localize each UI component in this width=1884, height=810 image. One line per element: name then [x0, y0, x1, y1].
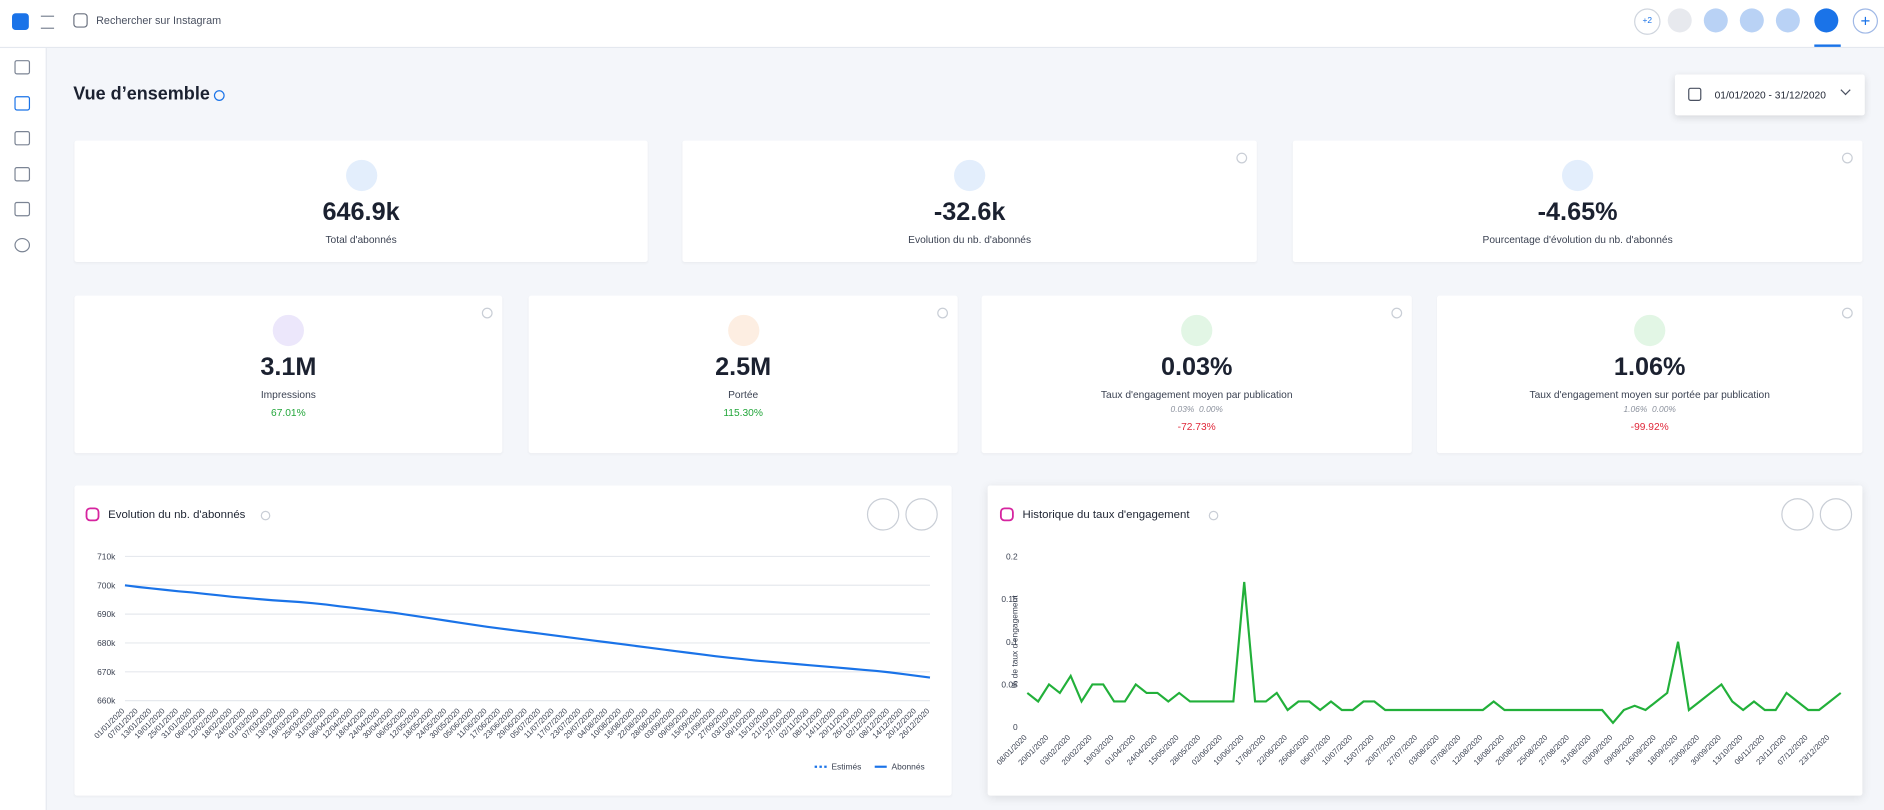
kpi-label: Portée: [728, 388, 759, 401]
search-input[interactable]: Rechercher sur Instagram: [96, 14, 222, 27]
kpi-sub-value: 0.00%: [1199, 406, 1223, 415]
kpi-icon: [345, 159, 377, 192]
nav-icon[interactable]: [14, 60, 31, 75]
kpi-sub-value: 1.06%: [1623, 406, 1648, 415]
kpi-value: 646.9k: [322, 198, 400, 226]
info-icon[interactable]: [213, 90, 225, 101]
download-button[interactable]: [1819, 498, 1853, 531]
legend-label: Abonnés: [892, 762, 925, 772]
y-tick-label: 690k: [97, 609, 116, 619]
chart-title: Historique du taux d'engagement: [1023, 509, 1191, 521]
kpi-icon: [1181, 314, 1213, 347]
menu-button[interactable]: [40, 15, 55, 29]
y-tick-label: 680k: [97, 638, 116, 648]
y-tick-label: 700k: [97, 580, 116, 590]
kpi-value: 3.1M: [260, 353, 317, 381]
y-tick-label: 0.05: [1001, 679, 1018, 689]
kpi-card: -4.65% Pourcentage d'évolution du nb. d'…: [1292, 140, 1863, 262]
add-account-button[interactable]: +: [1852, 8, 1878, 34]
kpi-card: 3.1M Impressions 67.01%: [74, 295, 503, 454]
download-button[interactable]: [905, 498, 938, 531]
kpi-label: Pourcentage d'évolution du nb. d'abonnés: [1482, 233, 1673, 246]
kpi-change: -99.92%: [1630, 420, 1669, 433]
table-view-button[interactable]: [866, 498, 900, 531]
help-icon[interactable]: [260, 510, 271, 521]
kpi-sub: 0.03% 0.00%: [982, 406, 1412, 414]
account-badge[interactable]: +2: [1634, 8, 1661, 35]
help-icon[interactable]: [1236, 152, 1248, 164]
kpi-value: 1.06%: [1613, 353, 1686, 381]
kpi-icon: [1561, 159, 1594, 192]
y-tick-label: 660k: [97, 696, 116, 706]
kpi-icon: [727, 314, 759, 347]
kpi-value: -32.6k: [933, 198, 1006, 226]
y-tick-label: 0.15: [1001, 594, 1018, 604]
legend-label: Estimés: [831, 762, 861, 772]
kpi-sub: 1.06% 0.00%: [1437, 406, 1862, 414]
instagram-icon: [85, 507, 100, 522]
date-range: 01/01/2020 - 31/12/2020: [1714, 88, 1826, 101]
kpi-value: 0.03%: [1160, 353, 1233, 381]
kpi-card: -32.6k Evolution du nb. d'abonnés: [682, 140, 1257, 262]
chart-card: [987, 485, 1863, 796]
data-line: [124, 584, 931, 679]
top-bar: Rechercher sur Instagram +2 +: [0, 0, 1884, 49]
active-indicator: [1814, 44, 1841, 47]
y-tick-label: 670k: [97, 667, 116, 677]
y-tick-label: 0: [1013, 722, 1018, 732]
kpi-label: Taux d'engagement moyen par publication: [1100, 388, 1293, 401]
logo[interactable]: [12, 13, 29, 31]
kpi-card: 0.03% Taux d'engagement moyen par public…: [981, 295, 1412, 454]
nav-icon[interactable]: [14, 130, 31, 146]
table-view-button[interactable]: [1781, 498, 1814, 531]
kpi-label: Evolution du nb. d'abonnés: [908, 233, 1032, 246]
kpi-sub-value: 0.00%: [1652, 406, 1676, 415]
instagram-icon: [73, 13, 88, 28]
kpi-icon: [272, 314, 304, 347]
nav-icon-active[interactable]: [14, 96, 31, 111]
y-axis-label: % de taux d'engagement: [1010, 595, 1020, 688]
y-tick-label: 0.2: [1006, 551, 1018, 561]
kpi-card: 646.9k Total d'abonnés: [74, 140, 648, 262]
help-icon[interactable]: [481, 307, 493, 319]
kpi-card: 1.06% Taux d'engagement moyen sur portée…: [1437, 295, 1863, 454]
kpi-card: 2.5M Portée 115.30%: [528, 295, 958, 454]
nav-icon[interactable]: [14, 201, 31, 217]
data-line: [1026, 581, 1842, 725]
page-title: Vue d’ensemble: [73, 84, 210, 105]
help-icon[interactable]: [937, 307, 949, 319]
account-avatar[interactable]: [1775, 8, 1800, 33]
nav-icon[interactable]: [14, 237, 31, 253]
help-icon[interactable]: [1841, 307, 1853, 319]
kpi-change: -72.73%: [1177, 420, 1216, 433]
kpi-change: 115.30%: [723, 406, 763, 419]
chart-card: [74, 485, 952, 796]
help-icon[interactable]: [1841, 152, 1853, 164]
sidebar: [0, 48, 47, 810]
account-avatar[interactable]: [1667, 8, 1692, 33]
kpi-value: -4.65%: [1537, 198, 1618, 226]
kpi-value: 2.5M: [715, 353, 772, 381]
account-avatar[interactable]: [1703, 8, 1728, 33]
date-picker[interactable]: 01/01/2020 - 31/12/2020: [1674, 74, 1865, 116]
kpi-change: 67.01%: [271, 406, 306, 419]
nav-icon[interactable]: [14, 167, 31, 182]
instagram-icon: [999, 507, 1014, 522]
kpi-label: Impressions: [260, 388, 316, 401]
kpi-label: Total d'abonnés: [325, 233, 397, 246]
chart-title: Evolution du nb. d'abonnés: [108, 509, 246, 521]
kpi-icon: [1634, 314, 1666, 347]
kpi-sub-value: 0.03%: [1170, 406, 1195, 415]
account-avatar-active[interactable]: [1814, 8, 1839, 33]
y-tick-label: 0.1: [1006, 637, 1018, 647]
account-avatar[interactable]: [1739, 8, 1764, 33]
help-icon[interactable]: [1391, 307, 1403, 319]
kpi-label: Taux d'engagement moyen sur portée par p…: [1529, 388, 1770, 401]
calendar-icon: [1688, 87, 1702, 101]
y-tick-label: 710k: [97, 551, 116, 561]
kpi-icon: [954, 159, 986, 192]
help-icon[interactable]: [1208, 510, 1219, 521]
